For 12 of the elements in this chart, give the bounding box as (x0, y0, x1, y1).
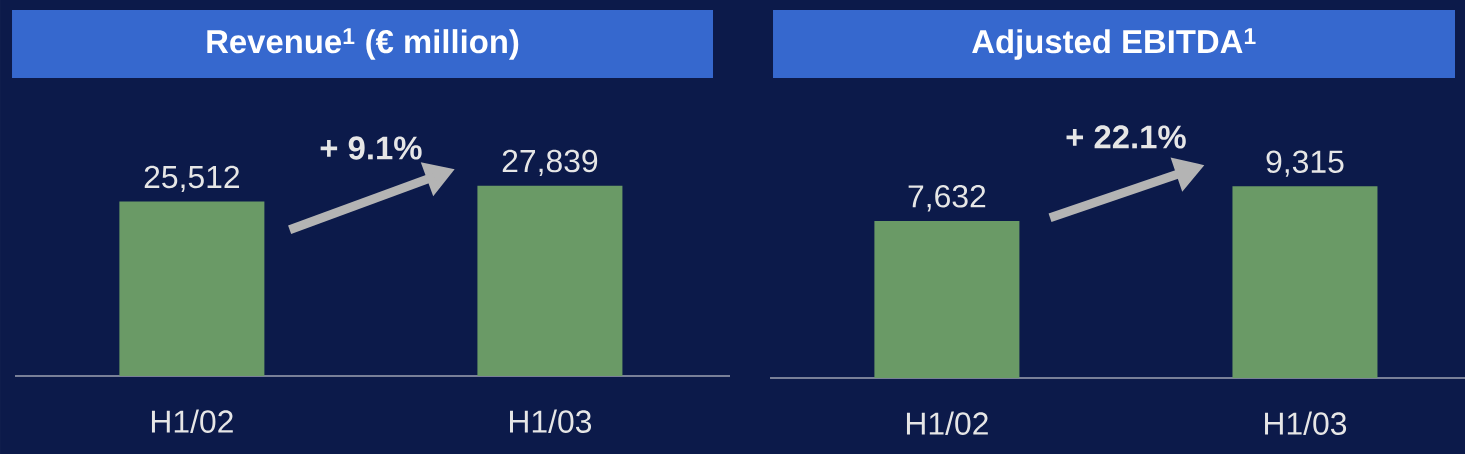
data-label: 9,315 (1266, 150, 1344, 177)
text: + 9.1% (320, 136, 422, 160)
x-tick-label: H1/02 (906, 411, 988, 435)
data-label: 25,512 (144, 165, 240, 193)
chart-title: Adjusted EBITDA$^{1}$ (972, 28, 1256, 60)
x-tick-label: H1/02 (151, 409, 233, 433)
text: + 22.1% (1066, 125, 1186, 149)
x-tick-label: H1/03 (1265, 411, 1347, 435)
data-label: 27,839 (502, 149, 598, 177)
data-label: 7,632 (908, 185, 986, 212)
x-tick-label: H1/03 (510, 409, 592, 433)
chart-title: Revenue$^{1}$ (€ million) (207, 28, 519, 60)
